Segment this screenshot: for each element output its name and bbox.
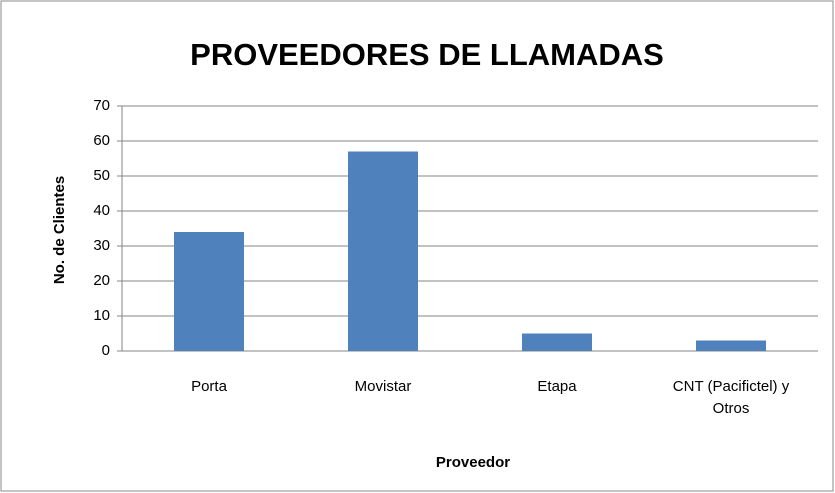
y-tick-label: 70: [93, 97, 110, 114]
x-axis-title: Proveedor: [436, 454, 510, 471]
y-axis-title: No. de Clientes: [51, 176, 68, 284]
bar: [696, 340, 766, 351]
x-tick-label: Movistar: [354, 378, 412, 395]
x-tick-label: Etapa: [537, 378, 577, 395]
y-tick-label: 60: [93, 132, 110, 149]
x-tick-label-box: CNT (Pacifictel) y Otros: [672, 378, 790, 417]
x-tick-label-box: Etapa: [537, 378, 577, 395]
y-tick-label: 20: [93, 272, 110, 289]
bar: [348, 151, 418, 351]
y-tick-label: 40: [93, 202, 110, 219]
bar: [174, 232, 244, 351]
x-tick-label-box: Porta: [191, 378, 227, 395]
x-tick-label-box: Movistar: [354, 378, 412, 395]
x-tick-label: CNT (Pacifictel) y Otros: [672, 378, 790, 417]
bar: [522, 333, 592, 351]
y-tick-label: 10: [93, 307, 110, 324]
y-tick-label: 30: [93, 237, 110, 254]
x-tick-label: Porta: [191, 378, 227, 395]
y-tick-label: 0: [102, 342, 110, 359]
chart-title: PROVEEDORES DE LLAMADAS: [190, 37, 664, 72]
y-tick-label: 50: [93, 167, 110, 184]
